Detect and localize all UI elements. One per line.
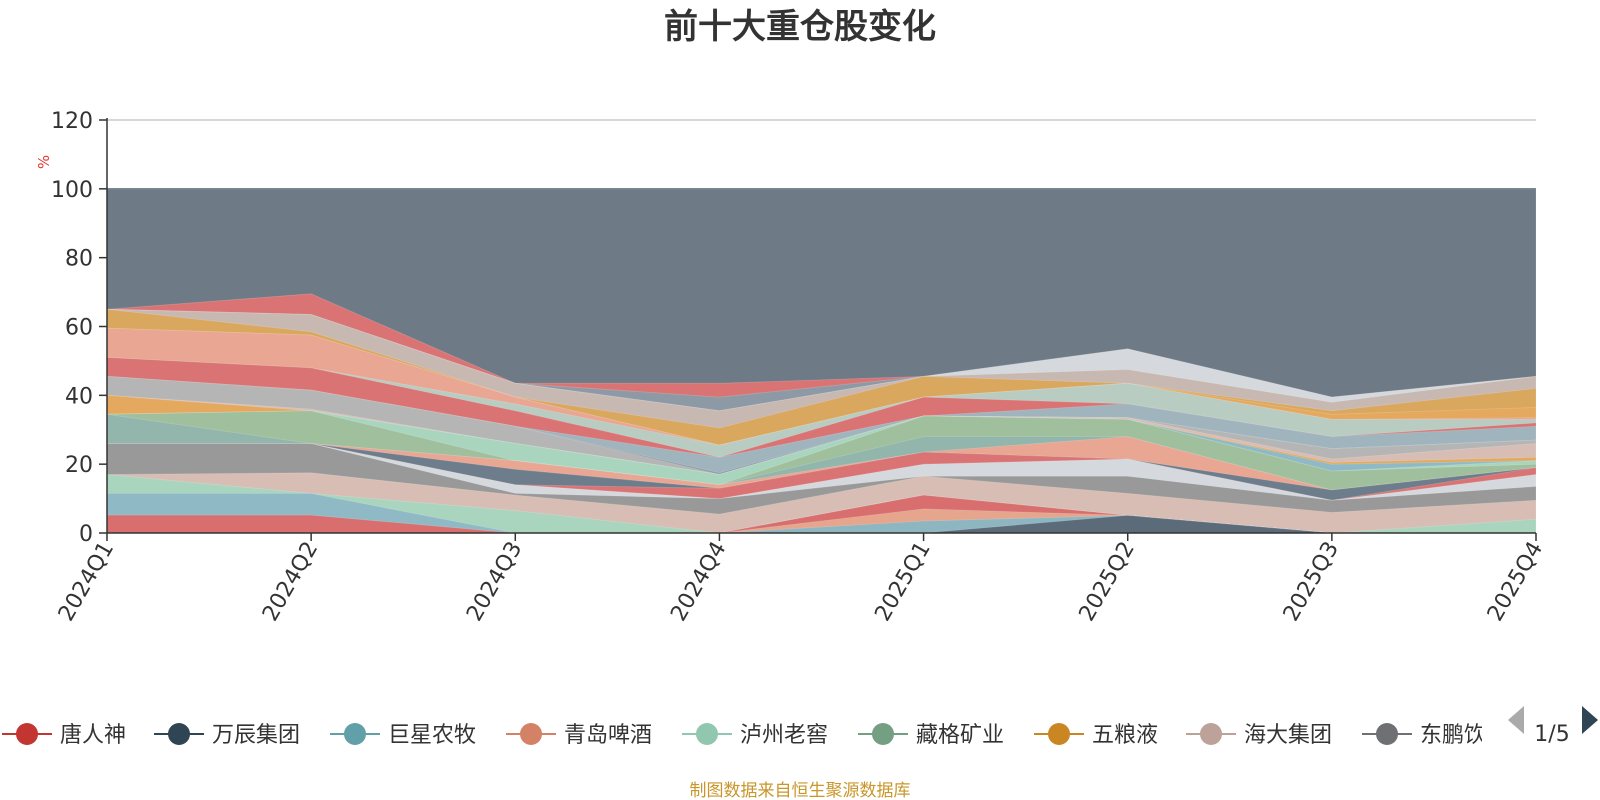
legend-label: 泸州老窖 [740,723,828,748]
legend-item[interactable]: 藏格矿业 [858,723,1004,748]
legend-marker-icon [1200,723,1222,745]
legend-marker-icon [1376,723,1398,745]
x-tick-label: 2024Q4 [666,538,731,626]
legend-item[interactable]: 海大集团 [1186,723,1332,748]
legend-label: 巨星农牧 [388,723,476,748]
legend-page-indicator: 1/5 [1534,722,1569,747]
legend-marker-icon [696,723,718,745]
legend-item[interactable]: 唐人神 [2,723,126,748]
legend-marker-icon [344,723,366,745]
legend-label: 万辰集团 [212,723,300,748]
legend-marker-icon [16,723,38,745]
legend-label: 五粮液 [1092,723,1158,748]
legend-marker-icon [872,723,894,745]
legend-next-page-icon[interactable] [1582,706,1598,734]
y-axis-unit: % [35,155,53,169]
legend-label: 唐人神 [60,723,126,748]
legend-item[interactable]: 万辰集团 [154,723,300,748]
legend-marker-icon [1048,723,1070,745]
legend: 唐人神 万辰集团 巨星农牧 青岛啤酒 泸州老窖 藏格矿业 五粮液 海大集团 东鹏饮料 [2,723,1508,748]
x-tick-label: 2025Q1 [870,538,935,626]
legend-pager: 1/5 [1508,706,1598,747]
legend-item[interactable]: 泸州老窖 [682,723,828,748]
y-tick-label: 40 [65,384,93,409]
area-layers [106,188,1537,534]
x-tick-label: 2024Q2 [258,538,323,626]
y-tick-label: 60 [65,316,93,341]
x-tick-label: 2024Q1 [54,538,119,626]
y-tick-label: 20 [65,453,93,478]
x-tick-label: 2024Q3 [462,538,527,626]
x-tick-label: 2025Q4 [1483,538,1548,626]
source-note: 制图数据来自恒生聚源数据库 [690,781,911,800]
legend-marker-icon [520,723,542,745]
legend-prev-page-icon[interactable] [1508,706,1524,734]
legend-label: 青岛啤酒 [564,723,652,748]
legend-item[interactable]: 巨星农牧 [330,723,476,748]
chart-title: 前十大重仓股变化 [664,7,936,47]
legend-item[interactable]: 青岛啤酒 [506,723,652,748]
y-tick-label: 80 [65,247,93,272]
legend-marker-icon [168,723,190,745]
legend-label: 海大集团 [1244,723,1332,748]
y-tick-label: 100 [51,178,93,203]
legend-label: 东鹏饮料 [1420,723,1508,748]
y-tick-label: 120 [51,109,93,134]
x-tick-label: 2025Q2 [1075,538,1140,626]
legend-item[interactable]: 五粮液 [1034,723,1158,748]
y-tick-label: 0 [79,522,93,547]
x-tick-label: 2025Q3 [1279,538,1344,626]
legend-item[interactable]: 东鹏饮料 [1362,723,1508,748]
legend-label: 藏格矿业 [916,723,1004,748]
